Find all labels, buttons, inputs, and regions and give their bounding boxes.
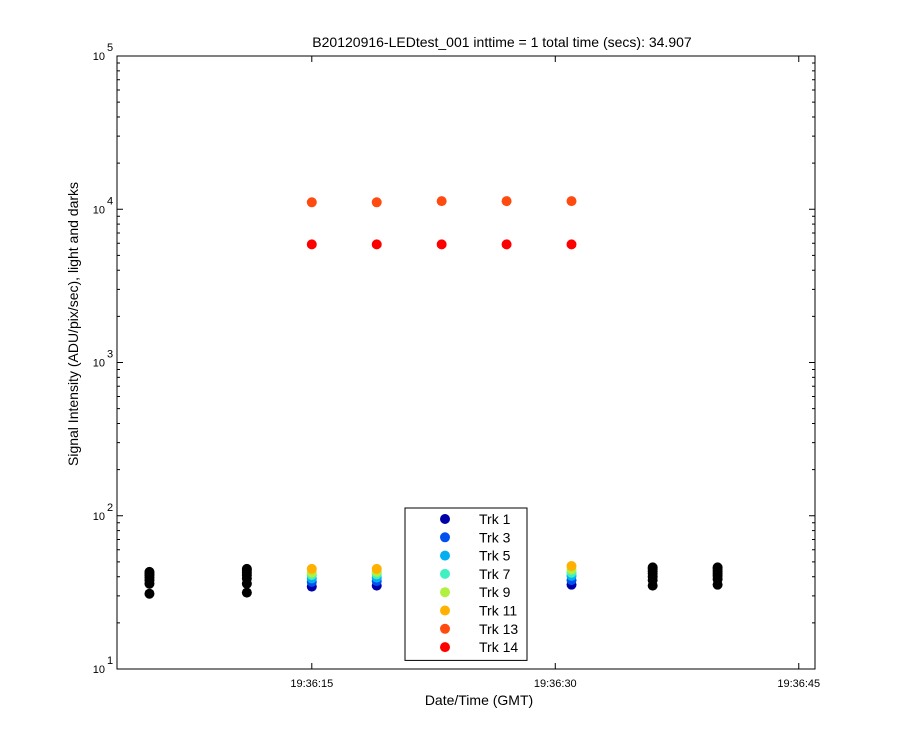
legend-label: Trk 14 <box>479 639 518 655</box>
series-point <box>371 239 382 250</box>
legend-marker <box>440 568 450 579</box>
y-tick-label: 10 <box>93 358 105 370</box>
dark-point <box>241 587 252 598</box>
series-point <box>566 196 577 207</box>
y-tick-exponent: 5 <box>107 42 113 54</box>
series-point <box>566 561 577 572</box>
series-point <box>306 197 317 208</box>
y-axis-label: Signal Intensity (ADU/pix/sec), light an… <box>65 182 81 466</box>
dark-point <box>144 566 155 577</box>
legend: Trk 1 Trk 3 Trk 5 Trk 7 Trk 9 Trk 11 Trk 13 Trk… <box>404 507 528 661</box>
legend-label: Trk 13 <box>479 621 518 637</box>
y-tick-label: 10 <box>93 664 105 676</box>
dark-point <box>241 563 252 574</box>
series-points <box>306 196 577 592</box>
series-point <box>566 239 577 250</box>
dark-point <box>144 588 155 599</box>
dark-point <box>712 562 723 573</box>
chart-title: B20120916-LEDtest_001 inttime = 1 total … <box>312 34 692 50</box>
series-point <box>306 239 317 250</box>
y-tick-label: 10 <box>93 204 105 216</box>
legend-marker <box>440 550 450 561</box>
y-tick-label: 10 <box>93 511 105 523</box>
y-tick-exponent: 4 <box>107 195 113 207</box>
y-tick-exponent: 1 <box>107 655 113 667</box>
y-tick-exponent: 3 <box>107 349 113 361</box>
legend-label: Trk 3 <box>479 529 511 545</box>
legend-marker <box>440 514 450 524</box>
legend-label: Trk 1 <box>479 511 511 527</box>
y-tick-exponent: 2 <box>107 502 113 514</box>
legend-marker <box>440 587 450 598</box>
legend-label: Trk 11 <box>479 603 517 619</box>
series-point <box>436 239 447 250</box>
x-tick-label: 19:36:30 <box>534 678 577 690</box>
x-tick-label: 19:36:45 <box>777 678 820 690</box>
y-tick-label: 10 <box>93 51 105 63</box>
series-point <box>371 197 382 208</box>
legend-marker <box>440 605 450 616</box>
legend-marker <box>440 642 450 653</box>
series-point <box>306 563 317 574</box>
legend-marker <box>440 532 450 543</box>
dark-points <box>144 562 723 599</box>
legend-label: Trk 9 <box>479 584 511 600</box>
series-point <box>436 196 447 207</box>
x-tick-label: 19:36:15 <box>290 678 333 690</box>
legend-label: Trk 7 <box>479 566 511 582</box>
legend-label: Trk 5 <box>479 548 511 564</box>
legend-box <box>404 507 528 661</box>
series-point <box>371 563 382 574</box>
legend-marker <box>440 623 450 634</box>
series-point <box>501 239 512 250</box>
x-axis-label: Date/Time (GMT) <box>425 692 533 708</box>
series-point <box>501 196 512 207</box>
dark-point <box>647 562 658 573</box>
